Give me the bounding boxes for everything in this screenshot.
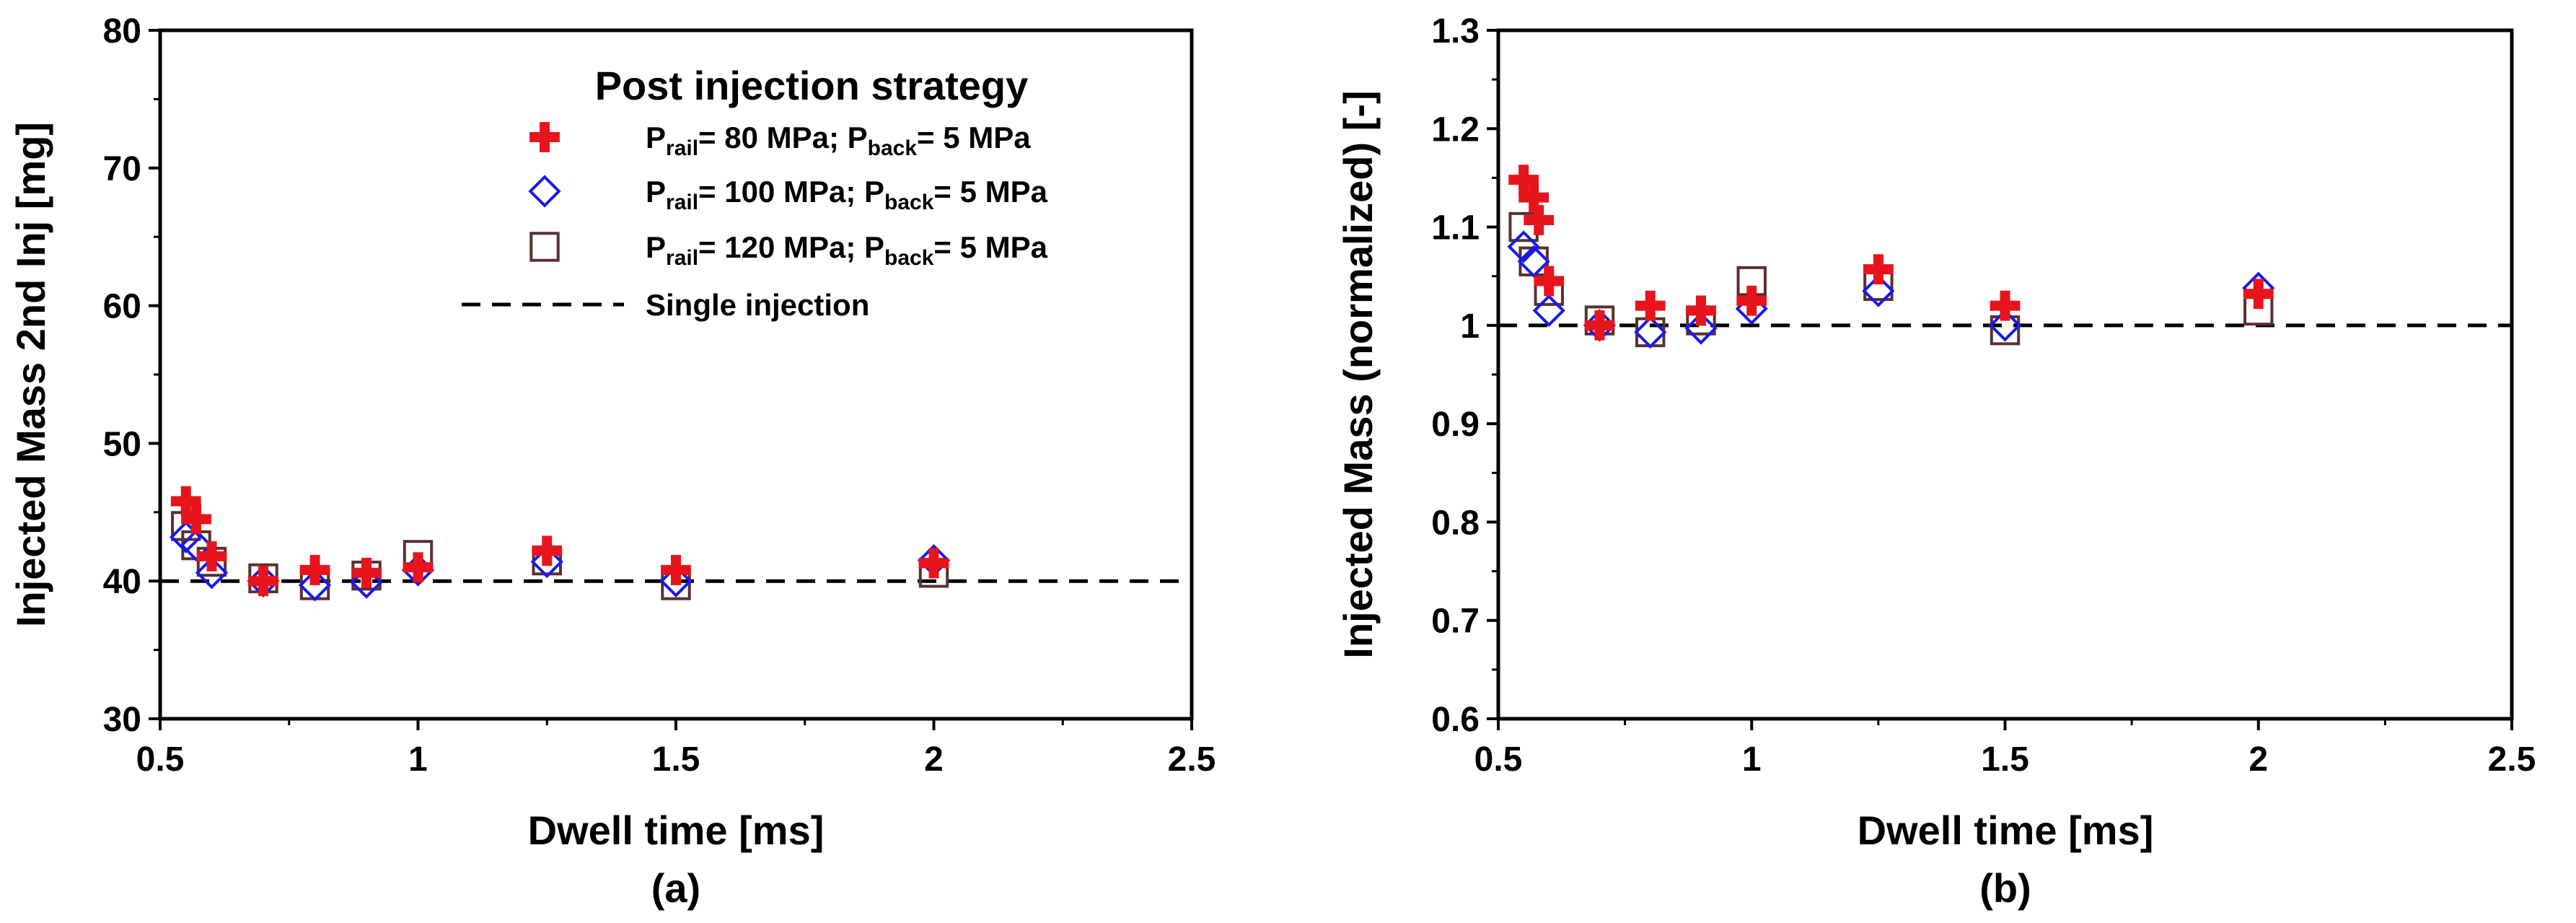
data-point-plus [2243, 279, 2274, 310]
data-point-plus [403, 552, 434, 583]
panel-b-plot-frame [1496, 28, 2514, 721]
panel-b-y-tick-label: 0.7 [1431, 603, 1480, 641]
data-point-diamond [1634, 315, 1667, 349]
panel-a-data-points [170, 486, 951, 602]
data-point-diamond [530, 545, 563, 579]
data-point-plus [1686, 295, 1716, 326]
data-point-plus [1534, 266, 1565, 297]
panel-b-x-tick-label: 1 [1742, 740, 1762, 779]
panel-a-y-tick-label: 60 [103, 288, 141, 326]
data-point-diamond [659, 564, 693, 598]
data-point-plus [1635, 290, 1666, 321]
data-point-plus [1863, 254, 1894, 285]
panel-a-caption: (a) [651, 865, 700, 911]
data-point-diamond [298, 569, 332, 602]
panel-a-plot-frame [158, 28, 1194, 721]
panel-a-x-tick-label: 2 [924, 740, 944, 779]
panel-a-x-tick-label: 1 [408, 740, 428, 779]
data-point-plus [196, 541, 227, 572]
data-point-plus [918, 548, 949, 579]
data-point-plus [532, 535, 563, 567]
panel-b: 0.5 1 1.5 2 2.5 0.6 0.7 0.8 0.9 1 1.1 1.2 1.3 Dwell … [1335, 12, 2536, 911]
panel-a-y-tick-label: 40 [103, 563, 141, 601]
data-point-diamond [1684, 312, 1718, 345]
data-point-plus [351, 557, 382, 588]
panel-a-x-axis-label: Dwell time [ms] [528, 808, 825, 853]
panel-b-axis-ticks: 0.5 1 1.5 2 2.5 0.6 0.7 0.8 0.9 1 1.1 1.2 1.3 [1431, 12, 2536, 779]
legend-symbol-square [529, 232, 560, 262]
data-point-plus [1584, 310, 1615, 341]
legend: Post injection strategy Prail= 80 MPa; P… [462, 63, 1048, 322]
panel-a-axis-ticks: 0.5 1 1.5 2 2.5 30 40 50 60 70 80 [103, 12, 1216, 779]
panel-b-y-tick-label: 0.9 [1431, 406, 1480, 444]
panel-b-caption: (b) [1979, 865, 2031, 911]
data-point-plus [181, 504, 211, 535]
panel-b-y-tick-label: 1.2 [1431, 110, 1480, 149]
data-point-plus [1524, 205, 1555, 235]
data-point-diamond [195, 556, 229, 590]
panel-b-x-tick-label: 1.5 [1981, 740, 2029, 779]
panel-a-x-tick-label: 2.5 [1168, 740, 1216, 779]
panel-b-y-tick-label: 1 [1460, 307, 1480, 346]
legend-entry-120mpa: Prail= 120 MPa; Pback= 5 MPa [646, 230, 1048, 270]
panel-a-y-axis-label: Injected Mass 2nd Inj [mg] [8, 122, 53, 627]
panel-a-y-tick-label: 30 [103, 701, 141, 739]
data-point-plus [1990, 290, 2021, 321]
panel-a-y-tick-label: 50 [103, 425, 141, 463]
panel-b-y-axis-label: Injected Mass (normalized) [-] [1335, 90, 1381, 658]
legend-entry-single-injection: Single injection [646, 288, 869, 322]
panel-b-x-tick-label: 2.5 [2488, 740, 2536, 779]
panel-a-y-tick-label: 80 [103, 12, 141, 51]
data-point-plus [170, 486, 201, 517]
panel-b-y-tick-label: 1.3 [1431, 12, 1480, 51]
panel-a-x-tick-label: 1.5 [652, 740, 700, 779]
data-point-plus [1518, 182, 1549, 213]
legend-symbol-diamond [528, 175, 561, 208]
data-point-square [1635, 317, 1666, 348]
data-point-plus [1508, 165, 1539, 196]
data-point-plus [248, 566, 278, 597]
legend-entry-80mpa: Prail= 80 MPa; Pback= 5 MPa [646, 121, 1031, 160]
legend-symbol-plus [529, 122, 560, 152]
panel-b-x-tick-label: 2 [2248, 740, 2268, 779]
data-point-plus [1736, 285, 1767, 316]
panel-a-y-tick-label: 70 [103, 150, 141, 188]
data-point-diamond [1532, 294, 1565, 328]
panel-a-x-tick-label: 0.5 [136, 740, 185, 779]
data-point-diamond [1507, 230, 1540, 263]
data-point-diamond [180, 528, 213, 562]
panel-b-y-tick-label: 0.6 [1431, 701, 1480, 739]
panel-b-x-axis-label: Dwell time [ms] [1858, 808, 2154, 853]
data-point-diamond [1862, 274, 1895, 307]
data-point-diamond [1517, 245, 1550, 278]
data-point-diamond [1988, 309, 2022, 342]
panel-b-x-tick-label: 0.5 [1474, 740, 1523, 779]
data-point-plus [299, 555, 330, 585]
data-point-plus [661, 555, 691, 585]
panel-b-data-points [1507, 165, 2275, 349]
legend-title: Post injection strategy [595, 63, 1029, 108]
legend-entry-100mpa: Prail= 100 MPa; Pback= 5 MPa [646, 175, 1048, 214]
panel-b-y-tick-label: 0.8 [1431, 504, 1480, 542]
panel-b-y-tick-label: 1.1 [1431, 209, 1480, 248]
